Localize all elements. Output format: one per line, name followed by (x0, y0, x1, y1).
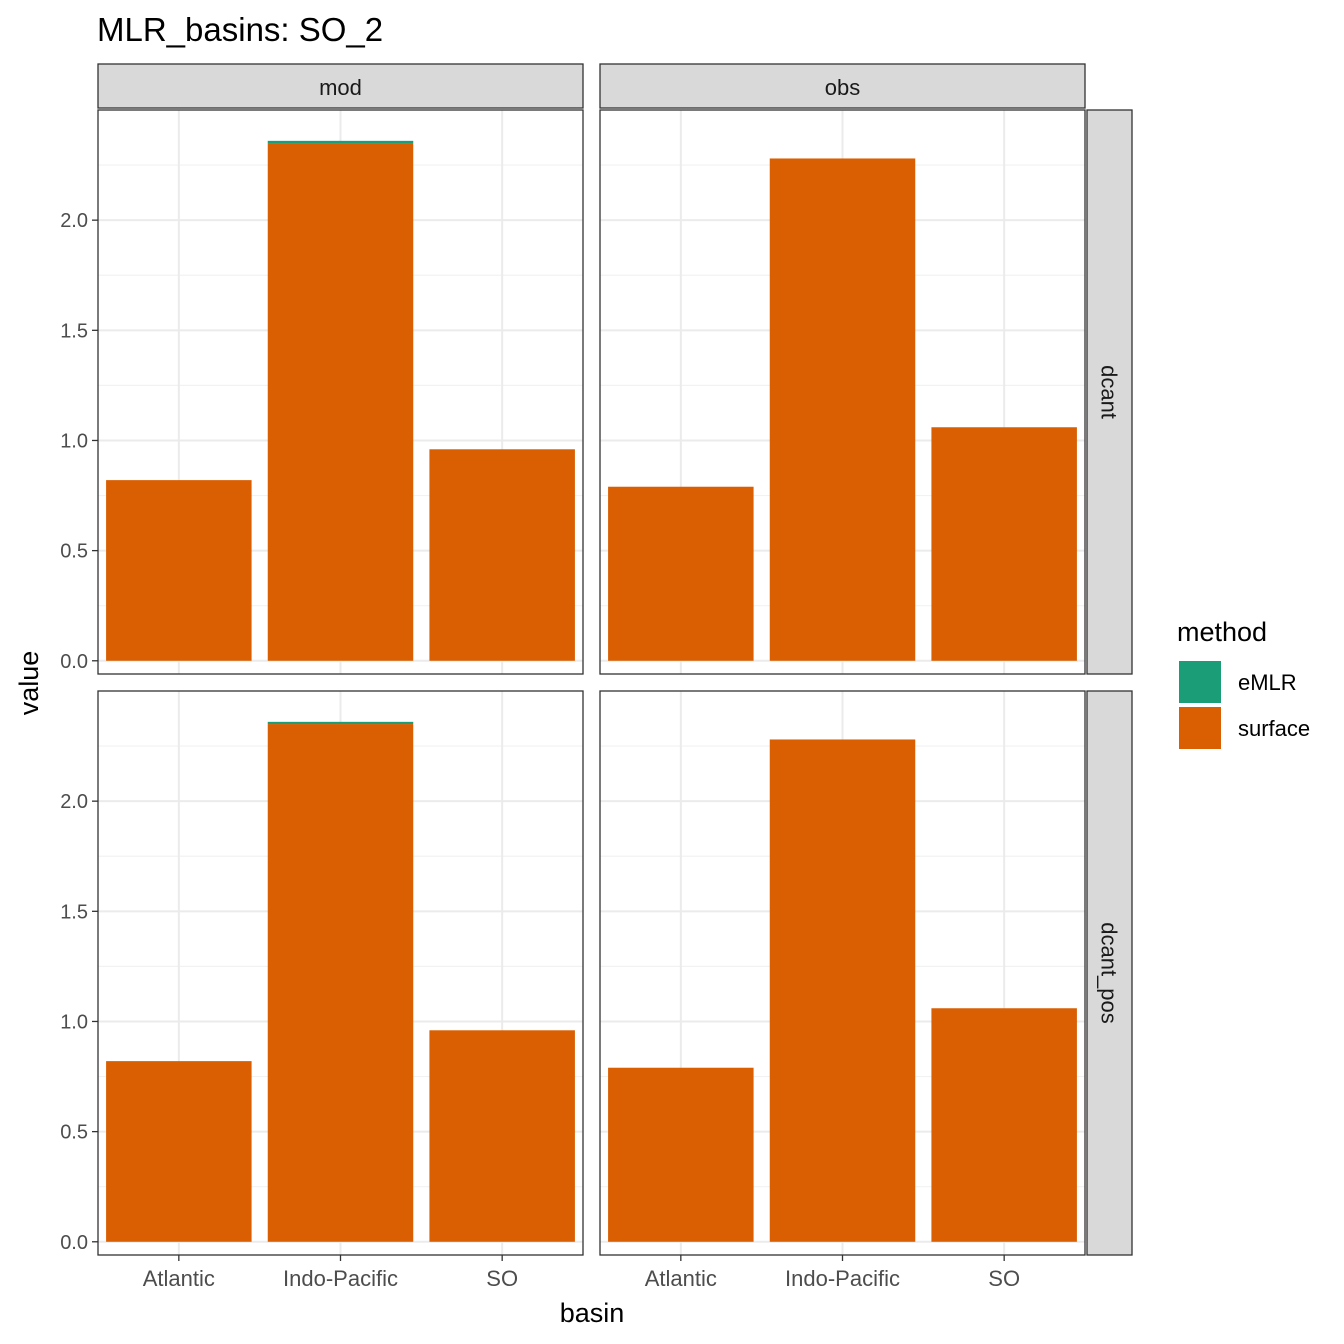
x-tick-label: Indo-Pacific (283, 1266, 398, 1291)
facet-label-obs: obs (825, 75, 860, 100)
panels-group: mod obsdcantdcant_pos0.00.51.01.52.00.00.… (60, 63, 1133, 1291)
y-tick-label: 1.5 (60, 901, 88, 923)
legend-key-emlr (1179, 661, 1221, 703)
x-tick-label: Atlantic (143, 1266, 215, 1291)
facet-strip-obs (599, 63, 1086, 109)
legend-key-surface (1179, 707, 1221, 749)
panel-mod-dcant: 0.0 0.5 1.0 1.5 2.0 (60, 109, 584, 675)
y-tick-label: 1.0 (60, 430, 88, 452)
chart-title: MLR_basins: SO_2 (97, 11, 383, 48)
facet-strip-dcant-pos (1086, 690, 1133, 1256)
bar-surface-indopacific (769, 158, 916, 661)
panel-border (97, 109, 584, 675)
bar-surface-so (931, 1008, 1077, 1242)
bar-surface-so (931, 427, 1077, 661)
legend-label-emlr: eMLR (1238, 670, 1297, 695)
x-tick-label: SO (988, 1266, 1020, 1291)
bar-surface-indopacific (267, 143, 414, 661)
x-tick-label: Atlantic (645, 1266, 717, 1291)
x-tick-label: SO (486, 1266, 518, 1291)
bar-emlr-indopacific (267, 140, 414, 144)
y-tick-label: 2.0 (60, 791, 88, 813)
legend-label-surface: surface (1238, 716, 1310, 741)
bar-surface-indopacific (769, 739, 916, 1242)
facet-label-dcant-pos: dcant_pos (1097, 922, 1122, 1024)
y-tick-label: 1.0 (60, 1011, 88, 1033)
facet-label-dcant: dcant (1097, 365, 1122, 419)
x-tick-label: Indo-Pacific (785, 1266, 900, 1291)
y-tick-label: 2.0 (60, 210, 88, 232)
panel-mod-dcant-pos: 0.0 0.5 1.0 1.5 2.0 Atlantic Indo-Pacific SO (60, 690, 584, 1291)
y-tick-label: 0.0 (60, 1232, 88, 1254)
panel-border (599, 109, 1086, 675)
bar-surface-atlantic (106, 1061, 252, 1242)
y-tick-label: 0.5 (60, 1122, 88, 1144)
y-tick-label: 0.5 (60, 541, 88, 563)
y-tick-label: 1.5 (60, 320, 88, 342)
y-tick-label: 0.0 (60, 651, 88, 673)
panel-obs-dcant-pos: Atlantic Indo-Pacific SO (599, 690, 1086, 1291)
bar-surface-so (429, 449, 575, 661)
legend-title: method (1177, 617, 1267, 647)
bar-surface-so (429, 1030, 575, 1242)
bar-surface-atlantic (608, 486, 754, 661)
y-axis-label: value (14, 651, 44, 716)
bar-surface-atlantic (106, 480, 252, 661)
bar-surface-atlantic (608, 1067, 754, 1242)
bar-surface-indopacific (267, 724, 414, 1242)
facet-strip-mod (97, 63, 584, 109)
facet-strip-dcant (1086, 109, 1133, 675)
x-axis-label: basin (560, 1298, 625, 1328)
bar-emlr-indopacific (267, 721, 414, 725)
panel-obs-dcant (599, 109, 1086, 675)
legend: method eMLR surface (1177, 617, 1310, 749)
facet-label-mod: mod (319, 75, 362, 100)
